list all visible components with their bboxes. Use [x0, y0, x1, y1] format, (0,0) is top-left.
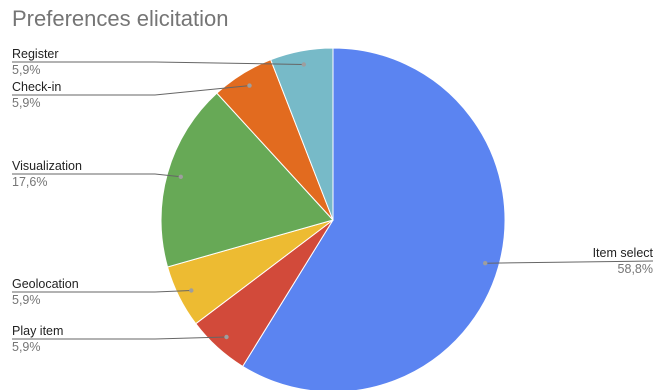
slice-percent-register: 5,9%: [12, 63, 41, 77]
leader-line-register: [12, 61, 304, 65]
leader-line-visualization: [12, 173, 181, 178]
slice-label-item-select: Item select: [593, 246, 654, 260]
leader-dot-play-item: [224, 334, 229, 340]
slice-label-visualization: Visualization: [12, 159, 82, 173]
slice-percent-play-item: 5,9%: [12, 340, 41, 354]
slice-label-register: Register: [12, 47, 59, 61]
leader-line-geolocation: [12, 290, 192, 293]
leader-dot-check-in: [247, 83, 252, 88]
slice-labels: Item select 58,8% Play item 5,9% Geolocation…: [12, 47, 654, 354]
leader-dot-register: [301, 62, 306, 67]
leader-line-item-select: [485, 260, 654, 264]
leader-line-check-in: [12, 85, 250, 96]
slice-label-play-item: Play item: [12, 324, 63, 338]
pie-slices: [160, 47, 506, 390]
leader-dot-visualization: [178, 174, 183, 179]
slice-percent-geolocation: 5,9%: [12, 293, 41, 307]
chart-title: Preferences elicitation: [12, 6, 229, 31]
slice-label-geolocation: Geolocation: [12, 277, 79, 291]
pie-slice-register: [270, 47, 334, 221]
leader-dot-geolocation: [189, 288, 194, 293]
slice-label-check-in: Check-in: [12, 80, 61, 94]
leader-line-play-item: [12, 336, 227, 340]
leader-dot-item-select: [483, 261, 488, 266]
slice-percent-check-in: 5,9%: [12, 96, 41, 110]
pie-slice-visualization: [160, 92, 334, 268]
leader-lines: [12, 61, 654, 340]
slice-percent-item-select: 58,8%: [618, 262, 653, 276]
slice-percent-visualization: 17,6%: [12, 175, 47, 189]
pie-slice-item-select: [241, 47, 506, 390]
